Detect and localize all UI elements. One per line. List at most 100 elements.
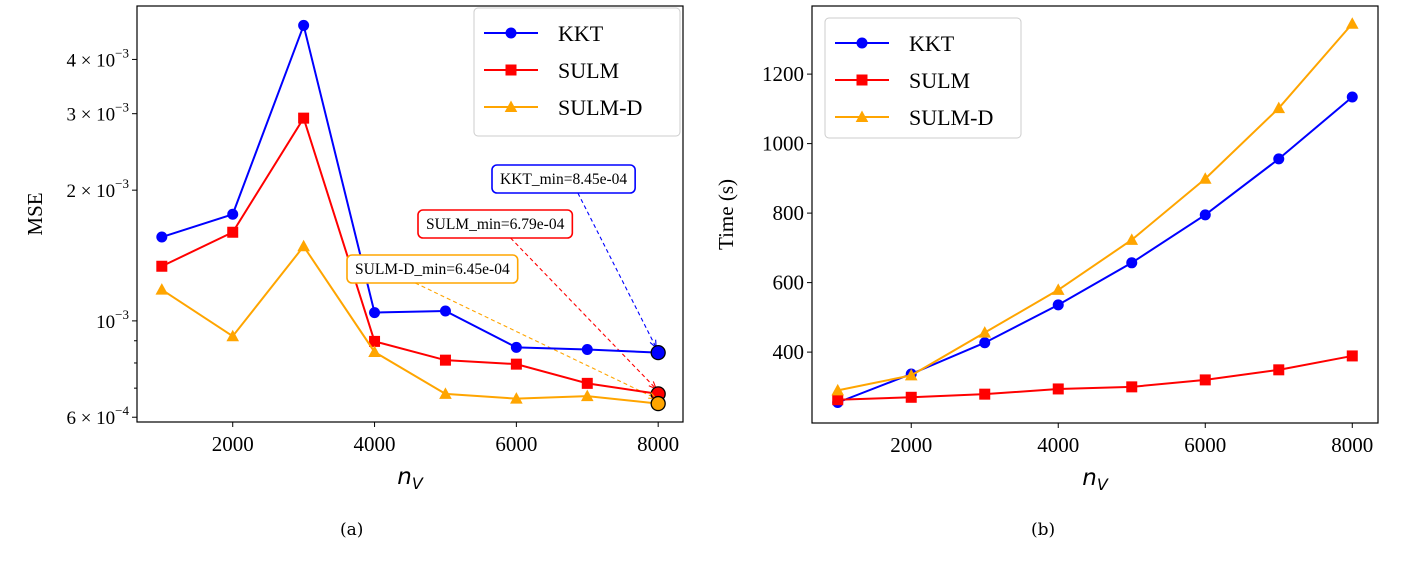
annotation-arrow (415, 282, 657, 400)
x-tick-label: 4000 (354, 432, 396, 456)
sulm-d-point (297, 239, 310, 252)
min-highlight-point (650, 395, 666, 412)
kkt-point (1199, 209, 1211, 221)
sulm-line (161, 115, 659, 395)
sulm-point (156, 260, 168, 272)
sulm-d-point (226, 329, 240, 342)
kkt-point (369, 307, 381, 319)
sulm-d-point (1125, 233, 1139, 245)
kkt-point (227, 208, 239, 220)
legend-item-sulm-d: SULM-D (835, 105, 993, 130)
sulm-d-point (1051, 283, 1065, 295)
series-sulm (832, 350, 1358, 406)
chart-b: 2000 4000 6000 8000 400 600 800 1000 1200 nV Time … (714, 5, 1379, 494)
kkt-point (581, 344, 593, 356)
y-tick-label: 400 (773, 340, 805, 364)
annotation-label: KKT_min=8.45e-04 (500, 171, 627, 188)
x-tick-label: 2000 (212, 432, 254, 456)
x-tick-label: 8000 (637, 432, 679, 456)
x-tick-label: 8000 (1331, 433, 1373, 457)
legend-item-kkt: KKT (835, 31, 955, 56)
kkt-point (1126, 257, 1138, 269)
annotation-label: SULM-D_min=6.45e-04 (355, 261, 510, 278)
sulm-point (1273, 364, 1285, 376)
sulm-point (1126, 381, 1138, 393)
sulm-d-point (831, 383, 845, 396)
y-tick-label: 3 × 10−3 (66, 100, 129, 126)
x-tick-label: 6000 (495, 432, 537, 456)
annotation-arrow (510, 237, 657, 390)
sulm-d-point (904, 368, 918, 381)
min-highlight-point (650, 344, 666, 361)
caption-b: (b) (1031, 520, 1056, 540)
kkt-point (156, 231, 168, 243)
sulm-d-point (1198, 172, 1212, 184)
y-tick-label: 1200 (762, 62, 804, 86)
y-tick-label: 800 (773, 201, 805, 225)
legend-label: KKT (558, 21, 604, 46)
annotation-box (346, 254, 519, 284)
kkt-point (439, 305, 451, 317)
legend-item-sulm-d: SULM-D (484, 95, 642, 120)
kkt-point (1273, 153, 1285, 165)
legend-label: SULM (558, 58, 619, 83)
legend-frame (473, 7, 681, 137)
legend: KKT SULM SULM-D (824, 17, 1022, 139)
legend-item-sulm: SULM (484, 58, 619, 83)
kkt-point (1052, 299, 1064, 311)
x-tick-label: 2000 (890, 433, 932, 457)
kkt-line (161, 22, 659, 354)
annotation: KKT_min=8.45e-04 (491, 164, 666, 361)
annotation: SULM_min=6.79e-04 (417, 209, 666, 402)
sulm-d-line (161, 244, 659, 405)
legend: KKT SULM SULM-D (473, 7, 681, 137)
sulm-point (227, 226, 239, 238)
x-axis-label: nV (397, 464, 424, 493)
annotation-box (491, 164, 636, 194)
sulm-point (905, 391, 917, 403)
legend-marker (505, 64, 517, 76)
legend-label: SULM (909, 68, 970, 93)
legend-marker (505, 27, 517, 39)
x-axis-label: nV (1082, 465, 1109, 494)
sulm-point (1346, 350, 1358, 362)
axes-frame (136, 5, 684, 423)
axes-frame (811, 5, 1379, 424)
sulm-d-line (837, 23, 1354, 392)
y-tick-label: 1000 (762, 132, 804, 156)
legend-item-sulm: SULM (835, 68, 970, 93)
legend-label: SULM-D (558, 95, 642, 120)
legend-frame (824, 17, 1022, 139)
sulm-point (832, 394, 844, 406)
sulm-d-point (510, 392, 523, 404)
y-tick-label: 4 × 10−3 (66, 45, 129, 71)
kkt-line (837, 96, 1353, 404)
annotation-label: SULM_min=6.79e-04 (426, 216, 565, 233)
annotation-box (417, 209, 574, 239)
legend-label: KKT (909, 31, 955, 56)
annotation-arrow (577, 192, 657, 348)
sulm-point (979, 388, 991, 400)
legend-marker (504, 100, 518, 112)
kkt-point (979, 337, 991, 349)
caption-a: (a) (340, 520, 364, 540)
series-kkt (832, 91, 1358, 408)
sulm-point (581, 377, 593, 389)
series-sulm-d (831, 17, 1359, 396)
sulm-d-point (1345, 17, 1359, 29)
kkt-point (1346, 91, 1358, 103)
legend-marker (855, 110, 869, 122)
sulm-d-point (978, 326, 992, 338)
sulm-d-point (155, 283, 169, 295)
sulm-point (1052, 383, 1064, 395)
sulm-point (298, 112, 310, 124)
sulm-d-point (1272, 101, 1286, 114)
legend-marker (856, 37, 868, 49)
annotation: SULM-D_min=6.45e-04 (346, 254, 666, 412)
y-tick-label: 6 × 10−4 (66, 403, 129, 429)
sulm-line (837, 354, 1353, 401)
y-axis-label: Time (s) (714, 179, 738, 250)
y-tick-label: 2 × 10−3 (66, 176, 129, 202)
sulm-d-point (439, 387, 452, 399)
